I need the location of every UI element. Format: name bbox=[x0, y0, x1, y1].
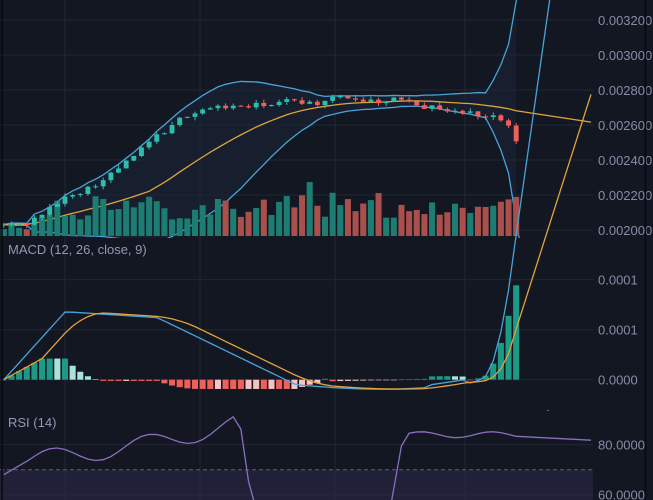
svg-text:RSI (14): RSI (14) bbox=[8, 415, 56, 430]
svg-text:0.0001: 0.0001 bbox=[598, 323, 638, 338]
svg-text:0.0000: 0.0000 bbox=[598, 373, 638, 388]
svg-text:60.0000: 60.0000 bbox=[598, 488, 645, 500]
svg-text:0.002400: 0.002400 bbox=[598, 153, 652, 168]
svg-text:80.0000: 80.0000 bbox=[598, 438, 645, 453]
svg-text:0.002600: 0.002600 bbox=[598, 118, 652, 133]
svg-text:0.003200: 0.003200 bbox=[598, 13, 652, 28]
svg-text:0.003000: 0.003000 bbox=[598, 48, 652, 63]
svg-text:0.002000: 0.002000 bbox=[598, 223, 652, 238]
svg-text:0.002800: 0.002800 bbox=[598, 83, 652, 98]
svg-text:0.0001: 0.0001 bbox=[598, 273, 638, 288]
svg-text:MACD (12, 26, close, 9): MACD (12, 26, close, 9) bbox=[8, 242, 147, 257]
svg-text:0.002200: 0.002200 bbox=[598, 188, 652, 203]
